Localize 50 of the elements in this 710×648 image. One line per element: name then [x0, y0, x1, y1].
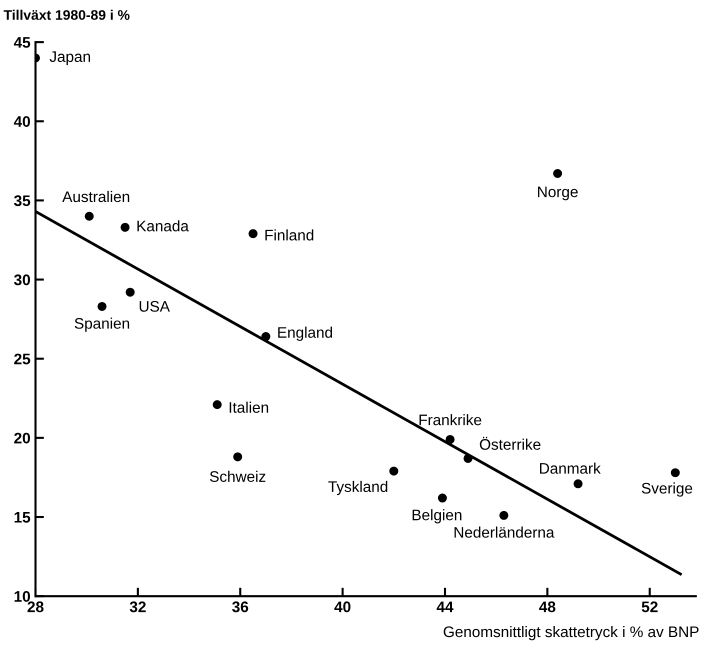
annotation: Frankrike	[420, 414, 482, 426]
point	[553, 169, 562, 178]
annotation: Sverige	[642, 482, 692, 497]
point	[499, 510, 508, 520]
annotation: Kanada	[137, 220, 189, 232]
point	[464, 454, 473, 463]
y-tick-label: 25	[14, 354, 30, 364]
point	[574, 479, 583, 488]
point	[248, 229, 258, 238]
point	[212, 400, 222, 410]
annotation: Italien	[230, 402, 268, 413]
point	[446, 434, 455, 444]
point	[233, 452, 242, 462]
x-axis-title: Genomsnittligt skattetryck i % av BNP	[444, 626, 699, 640]
annotation: Nederländerna	[454, 526, 554, 538]
y-tick-label: 45	[14, 37, 30, 48]
x-tick-label: 32	[130, 601, 146, 612]
point	[84, 212, 94, 221]
y-tick-label: 10	[14, 591, 30, 602]
y-tick-label: 40	[14, 116, 30, 127]
annotation: Tyskland	[328, 480, 388, 496]
y-tick-label: 35	[14, 195, 30, 206]
x-tick-label: 40	[334, 601, 350, 612]
x-tick-label: 44	[436, 602, 454, 612]
annotation: USA	[140, 300, 170, 312]
point	[98, 302, 107, 311]
annotation: Spanien	[74, 318, 130, 332]
y-tick-label: 20	[14, 432, 30, 444]
point	[438, 494, 447, 503]
annotation: Finland	[265, 229, 314, 241]
annotation: Danmark	[540, 462, 601, 474]
annotation: Belgien	[412, 509, 462, 524]
annotation: England	[278, 326, 332, 341]
y-tick-label: 30	[14, 274, 30, 286]
y-tick-label: 15	[14, 512, 30, 523]
point	[670, 468, 680, 478]
x-tick-label: 48	[539, 601, 556, 612]
point	[120, 222, 130, 232]
point	[126, 288, 135, 297]
point	[389, 466, 398, 476]
x-tick-label: 52	[642, 601, 658, 612]
x-tick-label: 36	[232, 601, 248, 612]
annotation: Schweiz	[210, 470, 266, 482]
point	[261, 332, 270, 342]
y-axis-title: Tillväxt 1980-89 i %	[4, 10, 130, 20]
annotation: Österrike	[480, 436, 540, 450]
annotation: Australien	[62, 190, 130, 202]
x-tick-label: 28	[28, 601, 44, 612]
annotation: Norge	[538, 186, 578, 200]
annotation: Japan	[50, 51, 90, 66]
